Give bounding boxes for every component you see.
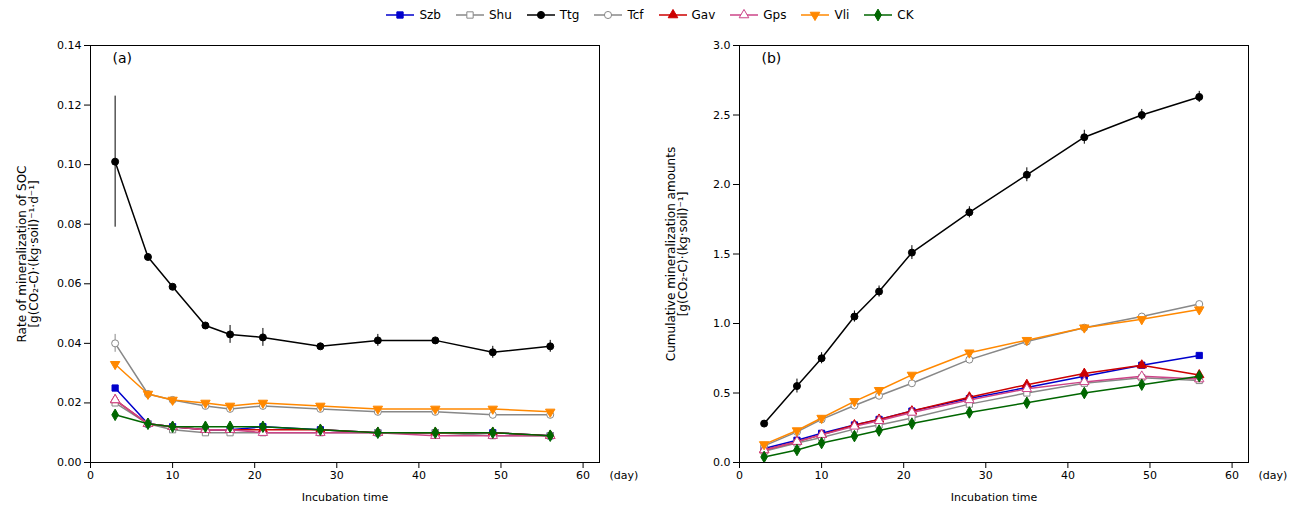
svg-text:0.00: 0.00 — [57, 456, 82, 469]
svg-text:60: 60 — [1225, 469, 1239, 482]
svg-text:(day): (day) — [1259, 469, 1288, 482]
svg-text:0.04: 0.04 — [57, 337, 82, 350]
svg-text:0.08: 0.08 — [57, 218, 82, 231]
svg-text:1.5: 1.5 — [713, 248, 731, 261]
svg-text:50: 50 — [1143, 469, 1157, 482]
svg-text:0.12: 0.12 — [57, 99, 82, 112]
svg-text:3.0: 3.0 — [713, 39, 731, 52]
svg-text:20: 20 — [248, 469, 262, 482]
svg-text:40: 40 — [412, 469, 426, 482]
svg-text:(a): (a) — [113, 50, 133, 66]
html-text:Gps: Gps — [763, 8, 787, 22]
svg-text:10: 10 — [815, 469, 829, 482]
html-text:Szb: Szb — [419, 8, 441, 22]
svg-text:60: 60 — [576, 469, 590, 482]
svg-text:0.10: 0.10 — [57, 158, 82, 171]
svg-text:0.0: 0.0 — [713, 456, 731, 469]
html-text:Vli: Vli — [834, 8, 850, 22]
svg-text:0: 0 — [736, 469, 743, 482]
svg-text:30: 30 — [330, 469, 344, 482]
svg-text:(day): (day) — [610, 469, 639, 482]
svg-text:50: 50 — [494, 469, 508, 482]
html-text:Gav: Gav — [691, 8, 716, 22]
html-text:Tcf: Tcf — [627, 8, 644, 22]
svg-text:0.14: 0.14 — [57, 39, 82, 52]
html-text:CK: CK — [897, 8, 914, 22]
svg-text:(b): (b) — [762, 50, 782, 66]
svg-text:1.0: 1.0 — [713, 317, 731, 330]
svg-text:Incubation time: Incubation time — [951, 491, 1038, 504]
svg-text:40: 40 — [1061, 469, 1075, 482]
svg-text:2.0: 2.0 — [713, 178, 731, 191]
svg-text:0: 0 — [87, 469, 94, 482]
html-text:Ttg: Ttg — [559, 8, 580, 22]
svg-text:30: 30 — [979, 469, 993, 482]
svg-text:10: 10 — [166, 469, 180, 482]
svg-text:20: 20 — [897, 469, 911, 482]
svg-text:0.06: 0.06 — [57, 277, 82, 290]
svg-text:Rate of mineralization of SOC[: Rate of mineralization of SOC[g(CO₂-C)·(… — [15, 166, 41, 343]
svg-text:Incubation time: Incubation time — [302, 491, 389, 504]
html-text:Shu: Shu — [488, 8, 512, 22]
svg-text:0.5: 0.5 — [713, 387, 731, 400]
svg-text:Cumulative mineralization amou: Cumulative mineralization amounts[g(CO₂-… — [664, 147, 690, 361]
svg-text:2.5: 2.5 — [713, 109, 731, 122]
svg-text:0.02: 0.02 — [57, 396, 82, 409]
